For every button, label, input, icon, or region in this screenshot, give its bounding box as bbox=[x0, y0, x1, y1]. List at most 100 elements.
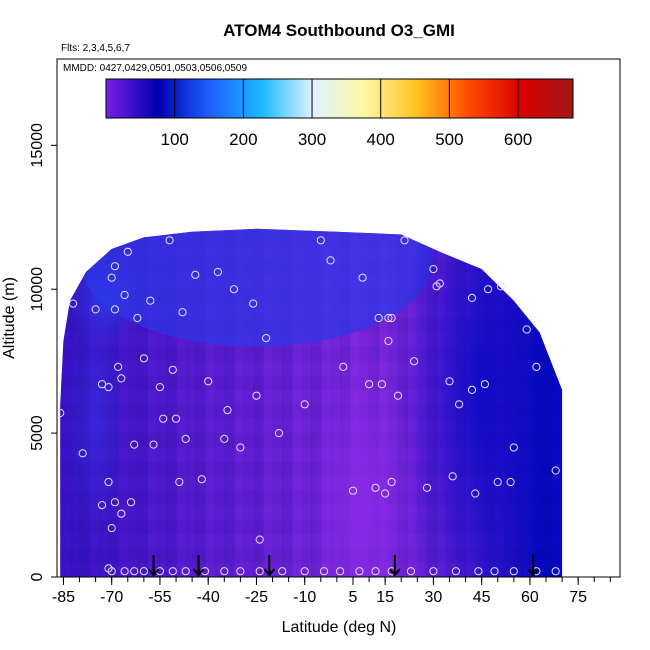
flight-marker-head bbox=[263, 568, 276, 577]
observation-point bbox=[139, 354, 148, 363]
x-axis: -85 -70 -55 -40 -25 -10 5 15 30 45 60 75 bbox=[52, 577, 611, 606]
y-tick-label: 15000 bbox=[29, 123, 46, 168]
observation-point bbox=[551, 466, 560, 475]
observation-point bbox=[551, 567, 560, 576]
observation-point bbox=[223, 406, 232, 415]
observation-point bbox=[107, 567, 116, 576]
observation-point bbox=[336, 567, 345, 576]
chart-title: ATOM4 Southbound O3_GMI bbox=[223, 21, 455, 40]
observation-point bbox=[130, 440, 139, 449]
observation-point bbox=[78, 449, 87, 458]
plot-frame bbox=[56, 58, 621, 578]
observation-point bbox=[114, 362, 123, 371]
observation-point bbox=[471, 489, 480, 498]
observation-point bbox=[229, 285, 238, 294]
observation-point bbox=[104, 383, 113, 392]
flight-markers bbox=[147, 555, 539, 577]
observation-point bbox=[474, 567, 483, 576]
field-band bbox=[185, 228, 196, 577]
y-tick-label: 0 bbox=[29, 572, 46, 581]
field-band bbox=[147, 228, 158, 577]
heatmap-field bbox=[60, 228, 563, 578]
observation-point bbox=[133, 313, 142, 323]
colorbar-tick-label: 400 bbox=[367, 130, 395, 149]
colorbar bbox=[105, 78, 574, 119]
observation-point bbox=[410, 357, 419, 366]
observation-point bbox=[355, 567, 364, 576]
field-band bbox=[272, 228, 283, 577]
observation-point bbox=[168, 365, 177, 374]
observation-point bbox=[220, 567, 229, 576]
observation-point bbox=[110, 498, 120, 507]
observation-point bbox=[107, 273, 116, 282]
observation-point bbox=[159, 414, 168, 423]
x-tick-label: -10 bbox=[293, 589, 316, 606]
observation-point bbox=[213, 267, 222, 277]
field-band bbox=[253, 228, 264, 577]
x-tick-label: 30 bbox=[425, 589, 443, 606]
observation-point bbox=[435, 279, 444, 288]
chart-subtitle-dates: MMDD: 0427,0429,0501,0503,0506,0509 bbox=[63, 63, 247, 74]
colorbar-tick-label: 600 bbox=[504, 130, 532, 149]
observation-points bbox=[56, 236, 560, 576]
left-blue-region bbox=[63, 289, 128, 549]
x-tick-label: -25 bbox=[245, 589, 268, 606]
observation-point bbox=[374, 313, 383, 323]
observation-point bbox=[175, 477, 184, 487]
y-axis: 0 5000 10000 15000 bbox=[29, 123, 57, 581]
observation-point bbox=[149, 440, 158, 449]
observation-point bbox=[168, 567, 177, 576]
observation-point bbox=[365, 380, 374, 389]
observation-point bbox=[126, 498, 136, 507]
field-band bbox=[311, 228, 322, 577]
observation-point bbox=[387, 313, 396, 323]
observation-point bbox=[204, 377, 213, 386]
flight-marker-head bbox=[527, 568, 539, 577]
observation-point bbox=[300, 567, 309, 576]
observation-point bbox=[249, 299, 258, 308]
observation-point bbox=[316, 236, 325, 245]
x-tick-label: -85 bbox=[52, 589, 75, 606]
observation-point bbox=[496, 282, 506, 291]
observation-point bbox=[371, 483, 380, 492]
observation-point bbox=[255, 535, 264, 544]
field-band bbox=[156, 228, 167, 577]
observation-point bbox=[467, 385, 477, 394]
colorbar-tick-label: 500 bbox=[435, 130, 463, 149]
observation-point bbox=[387, 477, 396, 487]
field-band bbox=[291, 228, 303, 577]
observation-point bbox=[393, 391, 403, 400]
observation-point bbox=[181, 434, 190, 443]
x-tick-label: -55 bbox=[148, 589, 171, 606]
x-tick-label: 45 bbox=[473, 589, 491, 606]
observation-point bbox=[339, 362, 348, 371]
observation-point bbox=[445, 377, 454, 386]
observation-point bbox=[155, 383, 164, 392]
observation-point bbox=[171, 414, 181, 423]
field-band bbox=[282, 228, 293, 577]
y-axis-label: Altitude (m) bbox=[1, 277, 18, 359]
x-tick-label: 15 bbox=[376, 589, 394, 606]
observation-point bbox=[181, 567, 190, 576]
observation-point bbox=[358, 273, 367, 282]
observation-point bbox=[429, 567, 438, 576]
observation-point bbox=[484, 285, 493, 294]
x-tick-label: 5 bbox=[349, 589, 358, 606]
observation-point bbox=[191, 270, 200, 279]
observation-point bbox=[480, 380, 489, 389]
observation-point bbox=[384, 336, 393, 346]
observation-point bbox=[274, 429, 284, 438]
observation-point bbox=[509, 443, 518, 452]
observation-point bbox=[371, 567, 380, 576]
observation-point bbox=[117, 374, 126, 383]
y-tick-label: 5000 bbox=[29, 415, 46, 451]
observation-point bbox=[104, 477, 113, 487]
observation-point bbox=[448, 472, 457, 481]
observation-point bbox=[178, 308, 187, 317]
center-purple-region bbox=[307, 346, 418, 578]
observation-point bbox=[120, 290, 129, 300]
observation-point bbox=[262, 334, 271, 343]
observation-point bbox=[130, 567, 139, 576]
field-band bbox=[301, 228, 312, 577]
